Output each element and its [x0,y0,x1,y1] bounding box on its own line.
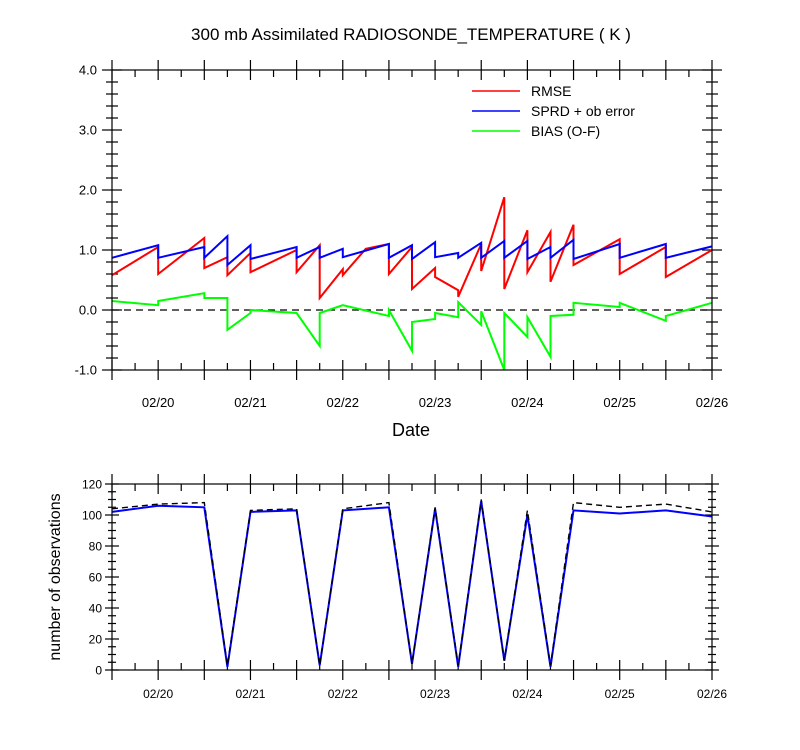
x-tick-label: 02/23 [419,395,452,410]
top-chart-tick-labels: 02/20 02/21 02/22 02/23 02/24 02/25 02/26 4.0 3.… [75,63,729,410]
x-tick-label: 02/21 [234,395,267,410]
y-tick-label: 120 [82,477,102,491]
legend-entry: RMSE [531,83,571,99]
series-line-sprd-ob-error [111,233,713,268]
series-line-bias-o-f- [111,292,713,371]
bottom-plot-frame [111,483,713,671]
x-tick-label: 02/26 [697,687,727,701]
top-plot-frame [111,69,713,371]
observations-chart: 02/20 02/21 02/22 02/23 02/24 02/25 02/26 120 10… [47,474,727,701]
series-line-rmse [111,196,713,301]
x-tick-label: 02/25 [603,395,636,410]
y-tick-label: 4.0 [79,63,97,78]
series-line-assimilated [111,500,713,668]
x-tick-label: 02/20 [142,395,175,410]
y-tick-label: 3.0 [79,123,97,138]
chart-title: 300 mb Assimilated RADIOSONDE_TEMPERATUR… [191,25,631,44]
x-tick-label: 02/26 [696,395,729,410]
x-tick-label: 02/24 [511,395,544,410]
x-tick-label: 02/22 [326,395,359,410]
top-chart-series [111,196,713,371]
legend: RMSE SPRD + ob error BIAS (O-F) [472,83,635,139]
y-tick-label: 80 [89,539,103,553]
y-tick-label: 40 [89,601,103,615]
y-tick-label: 100 [82,508,102,522]
legend-entry: SPRD + ob error [531,103,635,119]
x-tick-label: 02/20 [143,687,173,701]
y-tick-label: 2.0 [79,183,97,198]
y-tick-label: 0 [95,663,102,677]
bottom-chart-ticks [105,474,719,680]
x-tick-label: 02/25 [605,687,635,701]
y-tick-label: 0.0 [79,303,97,318]
rmse-chart: 300 mb Assimilated RADIOSONDE_TEMPERATUR… [75,25,729,440]
y-tick-label: 20 [89,632,103,646]
x-tick-label: 02/23 [420,687,450,701]
series-line-possible [111,499,713,666]
x-tick-label: 02/21 [235,687,265,701]
bottom-chart-series [111,499,713,668]
y-tick-label: 60 [89,570,103,584]
x-tick-label: 02/24 [512,687,542,701]
x-tick-label: 02/22 [328,687,358,701]
top-chart-ticks [102,60,722,380]
legend-entry: BIAS (O-F) [531,123,600,139]
x-axis-label: Date [392,420,430,440]
y-tick-label: 1.0 [79,243,97,258]
y-axis-label: number of observations [47,493,64,660]
y-tick-label: -1.0 [75,363,97,378]
bottom-chart-tick-labels: 02/20 02/21 02/22 02/23 02/24 02/25 02/26 120 10… [82,477,727,701]
